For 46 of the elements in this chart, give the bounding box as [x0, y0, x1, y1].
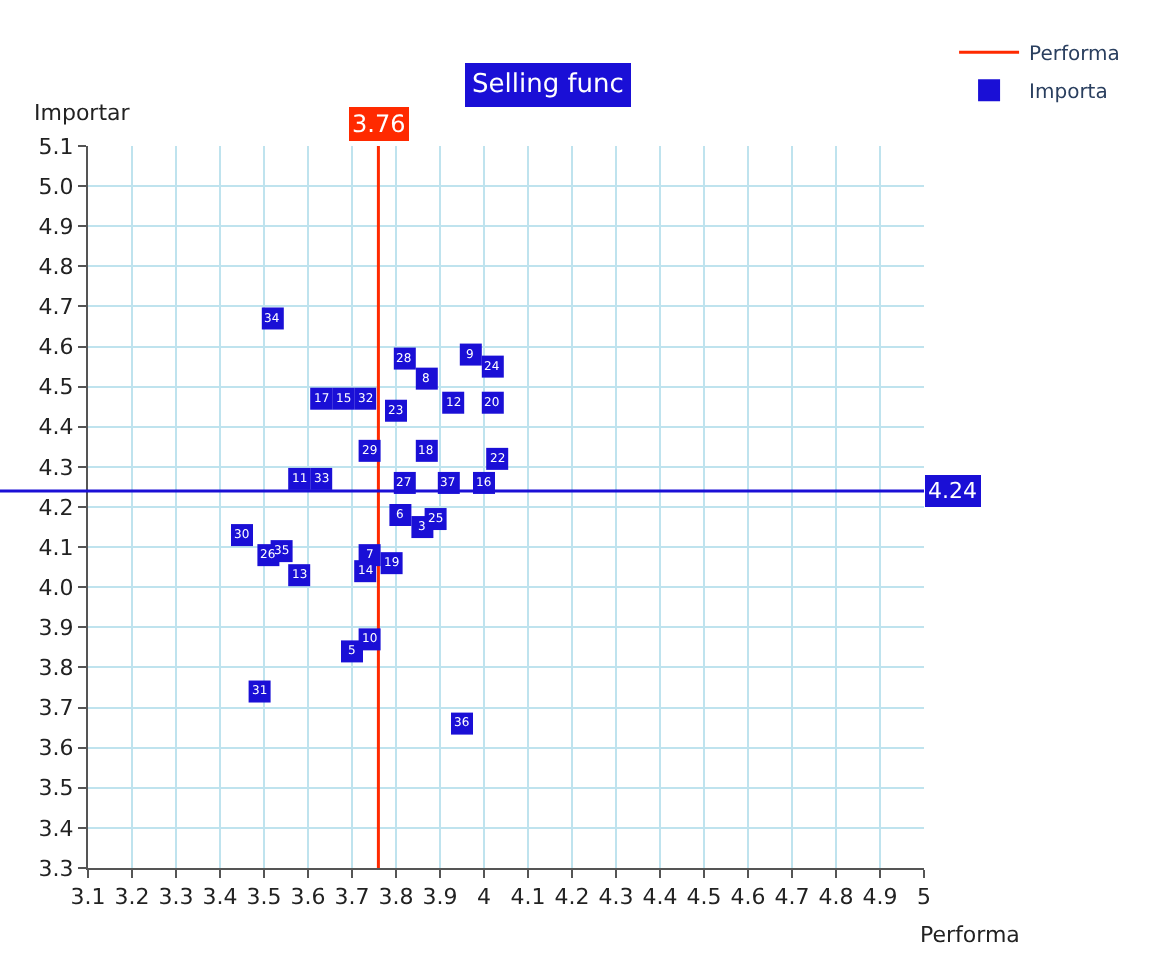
x-axis-title: Performa [920, 922, 1020, 948]
x-tick-label: 3.6 [290, 884, 326, 911]
x-tick-label: 3.2 [114, 884, 150, 911]
x-tick-label: 4.9 [862, 884, 898, 911]
y-tick-label: 3.9 [38, 615, 74, 642]
y-tick-label: 3.6 [38, 735, 74, 762]
x-tick-label: 3.7 [334, 884, 370, 911]
y-axis-title: Importar [34, 100, 131, 126]
y-tick-label: 5.0 [38, 173, 74, 200]
x-tick-label: 3.5 [246, 884, 282, 911]
x-tick-label: 4.7 [774, 884, 810, 911]
y-tick-label: 4.8 [38, 254, 74, 281]
y-tick-label: 3.5 [38, 775, 74, 802]
x-tick-label: 4.4 [642, 884, 678, 911]
x-tick-label: 3.1 [70, 884, 106, 911]
legend-label: Importa [1029, 82, 1108, 105]
x-tick-label: 4 [477, 884, 491, 911]
legend-label: Performa [1029, 44, 1120, 67]
y-tick-label: 4.2 [38, 494, 74, 521]
y-tick-label: 4.0 [38, 574, 74, 601]
y-tick-label: 3.3 [38, 855, 74, 882]
x-tick-label: 4.3 [598, 884, 634, 911]
y-tick-label: 3.7 [38, 695, 74, 722]
x-tick-label: 4.8 [818, 884, 854, 911]
y-tick-label: 4.3 [38, 454, 74, 481]
x-tick-label: 3.3 [158, 884, 194, 911]
y-tick-label: 3.4 [38, 815, 74, 842]
x-tick-label: 4.6 [730, 884, 766, 911]
x-tick-label: 3.4 [202, 884, 238, 911]
annotation: 3.76 [352, 110, 406, 138]
x-tick-label: 4.1 [510, 884, 546, 911]
y-tick-label: 4.5 [38, 374, 74, 401]
y-tick-label: 4.9 [38, 213, 74, 240]
y-tick-label: 5.1 [38, 133, 74, 160]
y-tick-label: 4.1 [38, 534, 74, 561]
chart-title: Selling func [472, 70, 624, 100]
y-tick-label: 4.6 [38, 334, 74, 361]
y-tick-label: 3.8 [38, 655, 74, 682]
x-tick-label: 3.8 [378, 884, 414, 911]
y-tick-label: 4.7 [38, 294, 74, 321]
y-tick-label: 4.4 [38, 414, 74, 441]
ref-line-label: 4.24 [928, 478, 977, 504]
x-tick-label: 5 [917, 884, 931, 911]
x-tick-label: 4.5 [686, 884, 722, 911]
x-tick-label: 4.2 [554, 884, 590, 911]
x-tick-label: 3.9 [422, 884, 458, 911]
